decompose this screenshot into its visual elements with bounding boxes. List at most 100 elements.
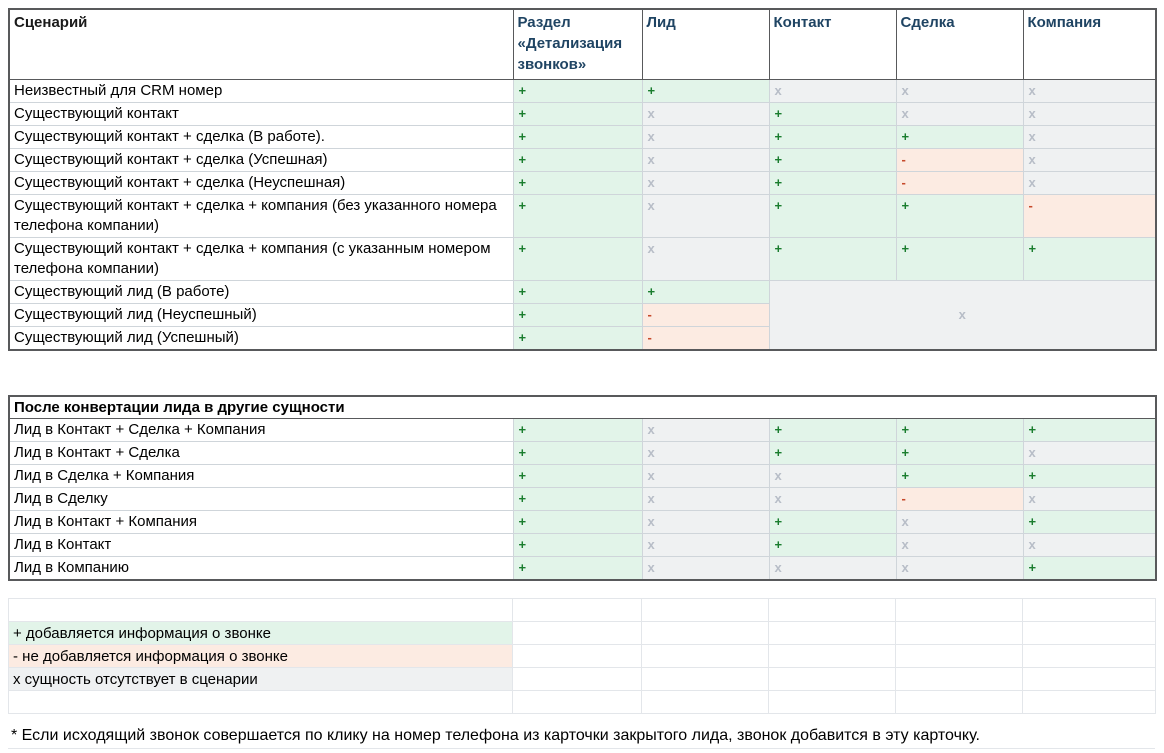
cell-absent: x: [1022, 101, 1157, 126]
cell-plus: +: [512, 170, 643, 195]
scenario-label: Лид в Контакт: [8, 532, 514, 557]
grid-cell: [768, 598, 896, 622]
table-row: Существующий контакт + сделка (В работе)…: [8, 124, 1157, 149]
cell-absent: x: [895, 532, 1024, 557]
grid-cell: [512, 598, 642, 622]
scenario-label: Лид в Контакт + Сделка + Компания: [8, 417, 514, 442]
cell-plus: +: [1022, 236, 1157, 281]
conversion-table-body: Лид в Контакт + Сделка + Компания + x + + + Ли…: [8, 417, 1157, 580]
grid-cell: [895, 598, 1023, 622]
grid-cell: [768, 690, 896, 714]
cell-absent: x: [641, 101, 770, 126]
cell-plus: +: [512, 509, 643, 534]
scenario-label: Существующий лид (В работе): [8, 279, 514, 304]
scenario-label: Лид в Контакт + Сделка: [8, 440, 514, 465]
column-header: Контакт: [768, 8, 897, 80]
section-header-row: После конвертации лида в другие сущности: [8, 395, 1157, 419]
cell-plus: +: [512, 417, 643, 442]
cell-plus: +: [895, 124, 1024, 149]
cell-plus: +: [512, 463, 643, 488]
cell-minus: -: [895, 170, 1024, 195]
cell-absent: x: [641, 417, 770, 442]
legend-plus-label: + добавляется информация о звонке: [8, 621, 513, 645]
grid-cell: [768, 644, 896, 668]
cell-plus: +: [768, 170, 897, 195]
grid-cell: [768, 667, 896, 691]
cell-absent: x: [1022, 124, 1157, 149]
cell-plus: +: [768, 193, 897, 238]
cell-absent: x: [895, 555, 1024, 580]
table-row: Неизвестный для CRM номер + + x x x: [8, 78, 1157, 103]
cell-plus: +: [768, 532, 897, 557]
cell-absent: x: [895, 509, 1024, 534]
grid-cell: [1022, 621, 1156, 645]
legend-minus-label: - не добавляется информация о звонке: [8, 644, 513, 668]
grid-cell: [1022, 690, 1156, 714]
header-row: Сценарий Раздел «Детализация звонков» Лид К…: [8, 8, 1157, 80]
grid-cell: [895, 690, 1023, 714]
cell-absent: x: [768, 555, 897, 580]
column-header: Сделка: [895, 8, 1024, 80]
legend-absent-label: x сущность отсутствует в сценарии: [8, 667, 513, 691]
conversion-table-header: После конвертации лида в другие сущности: [8, 395, 1157, 419]
scenario-label: Существующий контакт + сделка (Неуспешна…: [8, 170, 514, 195]
cell-absent: x: [1022, 147, 1157, 172]
cell-minus: -: [895, 486, 1024, 511]
grid-cell: [641, 644, 769, 668]
grid-cell: [895, 667, 1023, 691]
lead-conversion-table: После конвертации лида в другие сущности…: [8, 395, 1157, 581]
cell-plus: +: [512, 193, 643, 238]
cell-absent: x: [1022, 78, 1157, 103]
cell-plus: +: [1022, 509, 1157, 534]
legend-plus-row: + добавляется информация о звонке: [8, 621, 1156, 645]
cell-absent: x: [641, 509, 770, 534]
cell-plus: +: [512, 236, 643, 281]
scenarios-table-header: Сценарий Раздел «Детализация звонков» Лид К…: [8, 8, 1157, 80]
scenario-label: Существующий контакт: [8, 101, 514, 126]
table-row: Существующий контакт + сделка + компания…: [8, 236, 1157, 281]
cell-plus: +: [641, 279, 770, 304]
cell-absent: x: [641, 124, 770, 149]
grid-cell: [895, 621, 1023, 645]
call-scenarios-table: Сценарий Раздел «Детализация звонков» Лид К…: [8, 8, 1157, 351]
cell-absent: x: [641, 193, 770, 238]
cell-plus: +: [512, 279, 643, 304]
grid-cell: [8, 598, 513, 622]
footnote: * Если исходящий звонок совершается по к…: [8, 723, 1155, 749]
cell-absent: x: [1022, 486, 1157, 511]
cell-minus: -: [895, 147, 1024, 172]
scenario-label: Лид в Сделка + Компания: [8, 463, 514, 488]
cell-absent: x: [641, 236, 770, 281]
table-row: Лид в Контакт + Сделка + x + + x: [8, 440, 1157, 465]
cell-plus: +: [512, 555, 643, 580]
scenario-label: Лид в Сделку: [8, 486, 514, 511]
grid-cell: [1022, 598, 1156, 622]
grid-cell: [8, 690, 513, 714]
table-row: Существующий лид (Успешный) + -: [8, 325, 1156, 350]
table-row: Существующий контакт + сделка (Неуспешна…: [8, 170, 1157, 195]
cell-plus: +: [768, 124, 897, 149]
grid-cell: [641, 621, 769, 645]
cell-minus: -: [1022, 193, 1157, 238]
table-row: Лид в Контакт + Сделка + Компания + x + + +: [8, 417, 1157, 442]
cell-plus: +: [641, 78, 770, 103]
table-row: Существующий контакт + сделка (Успешная)…: [8, 147, 1157, 172]
column-header: Лид: [641, 8, 770, 80]
grid-cell: [895, 644, 1023, 668]
table-row: Лид в Контакт + x + x x: [8, 532, 1157, 557]
cell-plus: +: [1022, 463, 1157, 488]
cell-plus: +: [512, 302, 643, 327]
scenario-label: Существующий контакт + сделка (В работе)…: [8, 124, 514, 149]
scenario-label: Неизвестный для CRM номер: [8, 78, 514, 103]
grid-cell: [1022, 667, 1156, 691]
scenario-label: Лид в Компанию: [8, 555, 514, 580]
column-header: Раздел «Детализация звонков»: [512, 8, 643, 80]
section-title: После конвертации лида в другие сущности: [8, 395, 1157, 419]
cell-plus: +: [768, 417, 897, 442]
cell-plus: +: [895, 417, 1024, 442]
scenario-label: Существующий лид (Успешный): [8, 325, 514, 350]
legend-absent-row: x сущность отсутствует в сценарии: [8, 667, 1156, 691]
cell-plus: +: [512, 486, 643, 511]
cell-absent: x: [768, 486, 897, 511]
legend-grid-body: + добавляется информация о звонке - не до…: [8, 598, 1156, 714]
